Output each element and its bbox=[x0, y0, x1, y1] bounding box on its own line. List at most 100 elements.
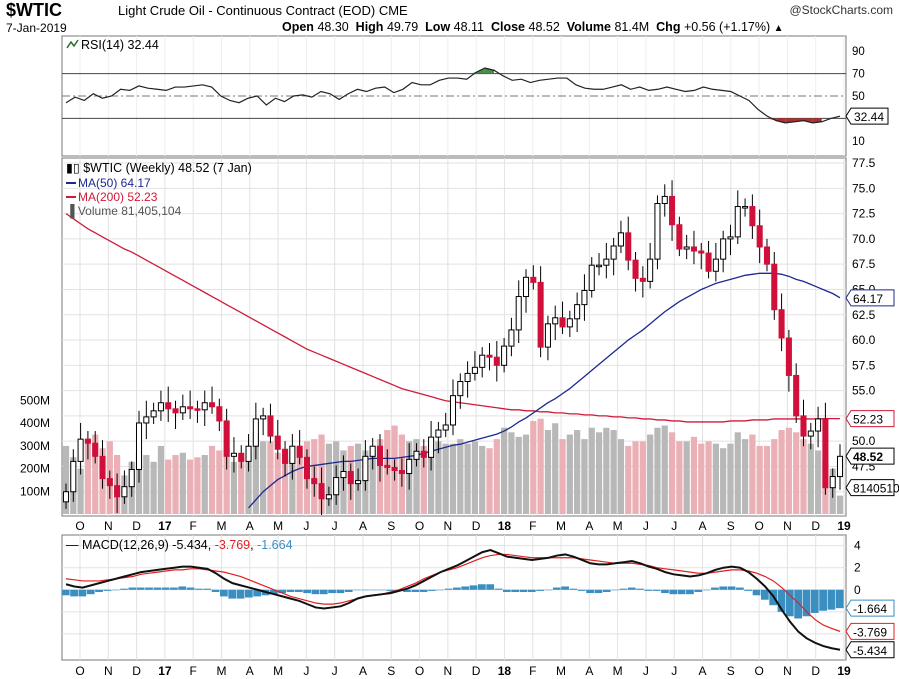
candle-body bbox=[669, 195, 676, 226]
candle-body bbox=[230, 452, 237, 457]
x-tick-label: O bbox=[754, 519, 763, 533]
macd-histogram-bar bbox=[519, 589, 528, 592]
volume-bar bbox=[778, 430, 785, 514]
x-tick-label: J bbox=[303, 519, 309, 533]
candle-body bbox=[238, 452, 245, 462]
stockcharts-credit[interactable]: @StockCharts.com bbox=[789, 3, 893, 17]
volume-bar bbox=[720, 448, 727, 514]
candle-body bbox=[581, 289, 588, 306]
volume-bar bbox=[194, 457, 201, 514]
volume-bar bbox=[632, 441, 639, 514]
volume-bar bbox=[508, 432, 515, 514]
candle-body bbox=[479, 354, 486, 368]
x-tick-label: 17 bbox=[158, 664, 172, 678]
candle-body bbox=[690, 246, 697, 252]
macd-histogram-bar bbox=[552, 587, 561, 590]
volume-bar bbox=[785, 427, 793, 514]
price-tick-label: 67.5 bbox=[852, 257, 876, 271]
close-last-value-box bbox=[845, 447, 895, 465]
macd-histogram-bar bbox=[136, 587, 145, 590]
candle-body bbox=[522, 276, 530, 298]
volume-bar bbox=[274, 452, 281, 514]
candle-body bbox=[311, 478, 318, 485]
macd-panel-frame bbox=[61, 534, 847, 661]
x-tick-label: N bbox=[783, 664, 792, 678]
macd-histogram-bar bbox=[702, 589, 711, 591]
macd-histogram-bar bbox=[70, 589, 78, 597]
macd-histogram-bar bbox=[752, 589, 761, 596]
macd-histogram-bar bbox=[469, 585, 478, 590]
volume-bar bbox=[647, 434, 654, 514]
candle-body bbox=[588, 264, 595, 291]
macd-histogram-bar bbox=[794, 589, 803, 619]
candle-body bbox=[793, 374, 800, 417]
macd-histogram-bar bbox=[120, 588, 128, 590]
macd-histogram-bar bbox=[694, 589, 703, 592]
candle-body bbox=[559, 317, 566, 328]
x-tick-label: D bbox=[132, 664, 141, 678]
x-tick-label: A bbox=[699, 519, 707, 533]
rsi-legend: RSI(14) 32.44 bbox=[81, 38, 159, 52]
candle-body bbox=[515, 296, 522, 331]
candle-body bbox=[135, 422, 143, 470]
macd-histogram-bar bbox=[785, 589, 794, 617]
low-label: Low bbox=[425, 20, 451, 34]
x-tick-label: M bbox=[613, 519, 623, 533]
macd-tick-label: 0 bbox=[854, 583, 861, 597]
macd-histogram-bar bbox=[536, 589, 545, 591]
candle-body bbox=[128, 468, 135, 488]
macd-signal-line bbox=[65, 553, 841, 632]
volume-bar bbox=[471, 441, 479, 514]
x-tick-label: N bbox=[444, 519, 453, 533]
x-tick-label: A bbox=[359, 519, 367, 533]
price-tick-label: 55.0 bbox=[852, 384, 876, 398]
macd-histogram-bar bbox=[644, 589, 653, 591]
x-tick-label: 19 bbox=[837, 519, 851, 533]
chart-date: 7-Jan-2019 bbox=[6, 21, 67, 35]
candle-body bbox=[639, 277, 646, 282]
macd-histogram-bar bbox=[403, 589, 411, 592]
volume-bar bbox=[281, 455, 289, 514]
rsi-tick-label: 50 bbox=[852, 91, 865, 103]
volume-bar bbox=[763, 445, 771, 514]
macd-histogram-bar bbox=[361, 589, 370, 591]
candle-body bbox=[282, 448, 289, 464]
candle-body bbox=[157, 402, 164, 412]
macd-histogram-bar bbox=[494, 588, 503, 590]
high-value: 49.79 bbox=[386, 20, 419, 34]
volume-bar bbox=[157, 445, 165, 514]
rsi-legend-icon bbox=[66, 39, 79, 49]
volume-bar bbox=[749, 434, 756, 514]
volume-bar bbox=[727, 443, 734, 514]
volume-bar bbox=[62, 445, 70, 514]
price-tick-label: 60.0 bbox=[852, 333, 876, 347]
macd-histogram-bar bbox=[303, 589, 311, 594]
candle-body bbox=[574, 304, 581, 320]
macd-histogram-bar bbox=[211, 589, 220, 592]
macd-last-value: -5.434 bbox=[853, 644, 887, 658]
volume-bar bbox=[690, 436, 698, 514]
volume-bar bbox=[420, 445, 427, 514]
volume-bar bbox=[238, 457, 245, 514]
macd-histogram-bar bbox=[652, 589, 661, 591]
macd-histogram-bar bbox=[777, 589, 786, 612]
macd-histogram-bar bbox=[760, 589, 769, 600]
ma50-legend: MA(50) 64.17 bbox=[78, 176, 151, 190]
macd-histogram-bar bbox=[686, 589, 694, 595]
x-tick-label: S bbox=[727, 519, 735, 533]
macd-histogram-bar bbox=[619, 588, 628, 590]
macd-histogram-bar bbox=[419, 589, 428, 592]
candle-body bbox=[501, 345, 508, 366]
candle-body bbox=[406, 458, 413, 475]
candle-body bbox=[822, 418, 829, 489]
macd-legend-hist: -1.664 bbox=[257, 538, 292, 552]
candle-body bbox=[274, 435, 281, 450]
rsi-last-value-box bbox=[845, 107, 889, 125]
volume-bar bbox=[530, 420, 537, 514]
volume-bar bbox=[493, 439, 500, 514]
price-tick-label: 72.5 bbox=[852, 207, 876, 221]
macd-histogram-bar bbox=[236, 589, 245, 599]
volume-bar bbox=[588, 427, 595, 514]
candle-body bbox=[252, 418, 259, 447]
